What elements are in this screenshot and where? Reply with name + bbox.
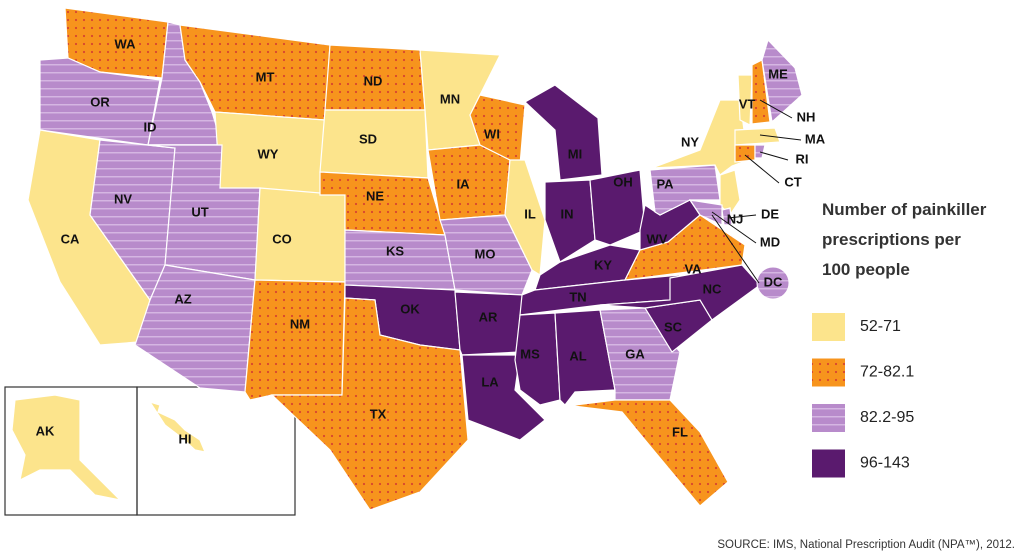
state-label: WY	[258, 146, 279, 161]
state-label: CA	[61, 231, 80, 246]
legend-swatch	[812, 313, 845, 341]
state-label: NM	[290, 316, 310, 331]
state	[737, 74, 753, 126]
legend-swatch	[812, 404, 845, 432]
state	[544, 179, 596, 263]
state-label: IN	[561, 206, 574, 221]
state	[754, 144, 766, 159]
state	[761, 38, 803, 124]
source: SOURCE: IMS, National Prescription Audit…	[717, 539, 1015, 551]
state	[599, 264, 761, 321]
legend: Number of painkiller prescriptions per 100…	[812, 200, 987, 478]
state-label: FL	[672, 424, 688, 439]
state	[254, 187, 346, 283]
state-label: OR	[90, 94, 110, 109]
state-label: DE	[761, 206, 779, 221]
legend-label: 52-71	[860, 318, 901, 335]
state-label: SC	[664, 319, 683, 334]
state-label: NC	[703, 281, 722, 296]
state	[11, 394, 122, 501]
leader-line	[711, 211, 757, 244]
leader-line	[744, 154, 780, 184]
state-label: ID	[144, 119, 157, 134]
state-label: MO	[475, 246, 496, 261]
state	[454, 291, 525, 356]
state-label: RI	[796, 151, 809, 166]
state	[270, 297, 469, 511]
state-label: NY	[681, 134, 699, 149]
state-label: MI	[568, 146, 582, 161]
state	[734, 127, 781, 146]
state-label: KS	[386, 243, 404, 258]
state-label: MN	[440, 91, 460, 106]
state-labels: WA OR CA ID NV MT WY UT AZ CO NM ND SD NE KS OK TX MN IA MO…	[36, 36, 826, 446]
state-label: CO	[272, 231, 292, 246]
state-label: CT	[784, 174, 801, 189]
leader-line	[759, 99, 793, 119]
state-label: VA	[684, 261, 702, 276]
state-label: TN	[569, 289, 586, 304]
state-label: ND	[364, 73, 383, 88]
state	[523, 84, 603, 181]
state	[756, 266, 790, 300]
state-label: OK	[400, 301, 420, 316]
state-label: WV	[647, 231, 668, 246]
legend-swatch	[812, 358, 845, 387]
state-label: NV	[114, 191, 132, 206]
state-label: KY	[594, 257, 612, 272]
state-label: MD	[760, 234, 780, 249]
state	[564, 399, 729, 507]
state-label: MA	[805, 131, 826, 146]
legend-title: prescriptions per	[822, 230, 961, 249]
legend-label: 82.2-95	[860, 409, 914, 426]
state-label: MS	[520, 346, 540, 361]
state-label: WA	[115, 36, 137, 51]
state-label: LA	[481, 374, 499, 389]
legend-title: Number of painkiller	[822, 200, 987, 219]
state-label: AZ	[174, 291, 191, 306]
state-label: AL	[569, 348, 586, 363]
state-label: AR	[479, 309, 498, 324]
state-label: OH	[613, 174, 633, 189]
state-label: GA	[625, 346, 645, 361]
state-label: IA	[457, 176, 471, 191]
state-label: UT	[191, 204, 208, 219]
state	[244, 279, 346, 401]
state-label: MT	[256, 69, 275, 84]
state-label: NJ	[727, 211, 744, 226]
state-label: DC	[764, 274, 783, 289]
legend-label: 72-82.1	[860, 364, 914, 381]
state	[344, 229, 456, 291]
state-label: WI	[484, 126, 500, 141]
hawaii-inset	[136, 386, 296, 516]
state-label: PA	[656, 176, 674, 191]
state-label: TX	[370, 406, 387, 421]
state-label: VT	[739, 96, 756, 111]
state	[148, 400, 206, 453]
leader-line	[727, 214, 757, 219]
leader-line	[711, 214, 760, 284]
state-label: ME	[768, 66, 788, 81]
leader-line	[759, 134, 802, 141]
legend-title: 100 people	[822, 260, 910, 279]
state-label: IL	[524, 206, 536, 221]
legend-swatch	[812, 449, 845, 478]
state	[589, 169, 646, 246]
state	[734, 144, 756, 163]
state-label: NE	[366, 188, 384, 203]
state	[64, 7, 169, 79]
state-label: NH	[797, 109, 816, 124]
leader-line	[759, 151, 789, 161]
states	[11, 7, 803, 511]
state	[751, 59, 771, 125]
state	[719, 169, 741, 216]
legend-label: 96-143	[860, 455, 910, 472]
state-label: SD	[359, 131, 377, 146]
state-label: HI	[179, 431, 192, 446]
state	[651, 99, 749, 176]
state-label: AK	[36, 423, 55, 438]
